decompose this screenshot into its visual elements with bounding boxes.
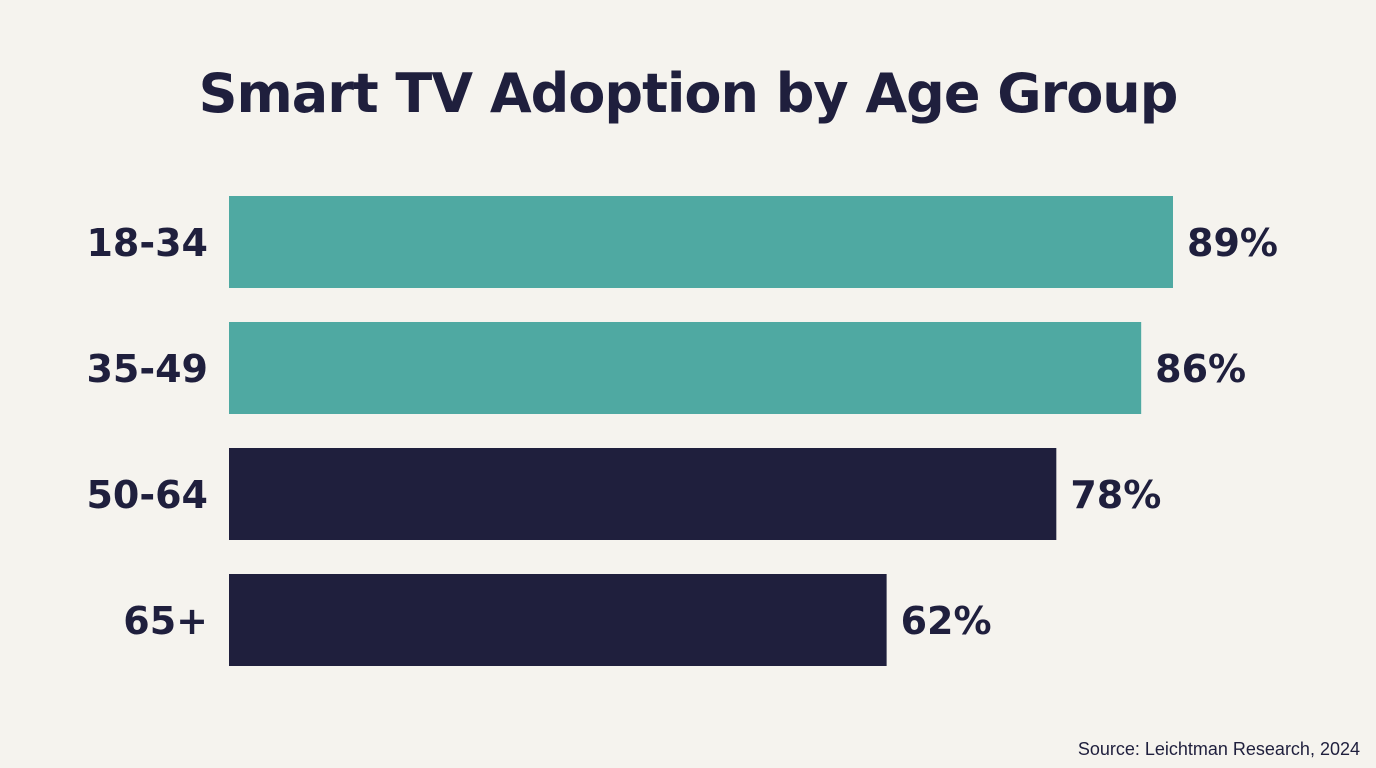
category-label: 65+ xyxy=(123,599,208,643)
value-label: 62% xyxy=(901,599,992,643)
value-label: 89% xyxy=(1187,221,1278,265)
bar-65+ xyxy=(229,574,887,666)
category-label: 18-34 xyxy=(86,221,208,265)
category-label: 35-49 xyxy=(86,347,208,391)
chart-title: Smart TV Adoption by Age Group xyxy=(198,62,1179,125)
value-label: 86% xyxy=(1155,347,1246,391)
value-label: 78% xyxy=(1070,473,1161,517)
bar-35-49 xyxy=(229,322,1142,414)
source-note: Source: Leichtman Research, 2024 xyxy=(1077,739,1360,759)
category-label: 50-64 xyxy=(86,473,208,517)
bar-50-64 xyxy=(229,448,1057,540)
bar-18-34 xyxy=(229,196,1173,288)
